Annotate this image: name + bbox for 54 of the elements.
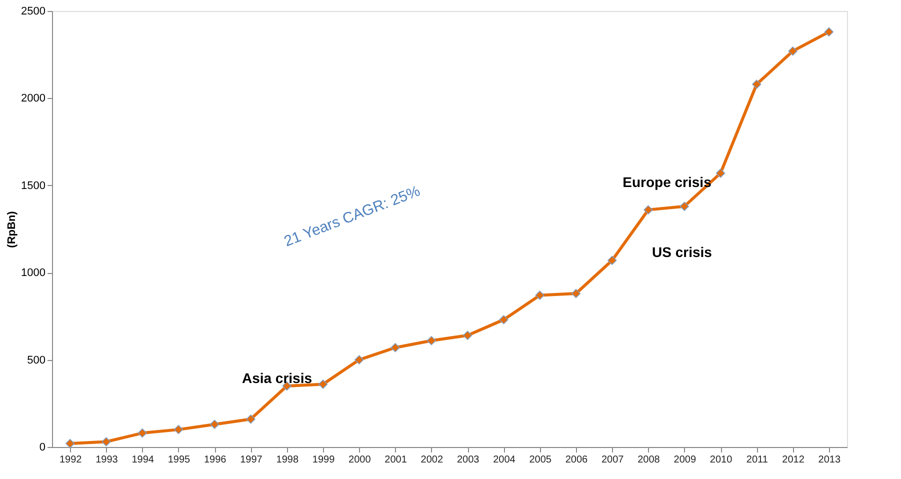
- x-tick-label: 1992: [59, 454, 82, 466]
- point: [102, 437, 111, 446]
- x-tick-label: 2012: [782, 454, 805, 466]
- y-tick-label: 1500: [21, 180, 46, 192]
- x-tick-label: 1993: [96, 454, 118, 466]
- point: [210, 420, 220, 429]
- point: [644, 205, 653, 214]
- point: [608, 256, 617, 265]
- x-tick-label: 2008: [638, 454, 660, 466]
- x-tick-label: 2000: [348, 454, 372, 466]
- x-tick-label: 2004: [493, 454, 516, 466]
- point: [788, 46, 798, 56]
- point: [65, 438, 75, 448]
- x-tick-label: 2005: [529, 454, 552, 466]
- x-tick-label: 2013: [818, 454, 841, 466]
- x-tick-label: 2010: [710, 454, 733, 466]
- x-tick-label: 1994: [132, 454, 154, 466]
- y-tick-label: 2500: [21, 6, 46, 18]
- point: [174, 424, 184, 434]
- point: [246, 414, 256, 424]
- x-tick-label: 2007: [601, 454, 624, 466]
- y-tick-label: 1000: [21, 267, 46, 280]
- x-tick-label: 2001: [384, 454, 408, 466]
- point: [716, 168, 726, 178]
- y-axis-title: (RpBn): [6, 210, 18, 248]
- annotation: Asia crisis: [242, 370, 312, 386]
- point: [426, 336, 436, 346]
- point: [824, 27, 834, 37]
- x-tick-label: 2002: [420, 454, 444, 466]
- annotation: Europe crisis: [622, 174, 712, 190]
- x-tick-label: 1995: [168, 454, 191, 466]
- point: [318, 380, 328, 389]
- annotation: US crisis: [652, 244, 712, 260]
- point: [354, 355, 364, 364]
- x-tick-label: 2003: [456, 454, 480, 466]
- point: [535, 290, 544, 300]
- x-tick-label: 1999: [312, 454, 336, 466]
- point: [752, 80, 762, 89]
- annotation: 21 Years CAGR: 25%: [282, 182, 423, 250]
- x-tick-label: 1996: [204, 454, 227, 466]
- point: [571, 288, 581, 298]
- x-tick-label: 1997: [240, 454, 263, 466]
- point: [138, 428, 147, 438]
- x-tick-label: 2009: [674, 454, 696, 466]
- x-tick-label: 2011: [746, 454, 768, 466]
- point: [390, 343, 400, 352]
- x-tick-label: 1998: [276, 454, 299, 466]
- point: [499, 315, 508, 324]
- point: [680, 202, 689, 211]
- y-tick-label: 500: [27, 354, 46, 366]
- y-tick-label: 0: [39, 442, 46, 454]
- point: [462, 330, 472, 340]
- x-tick-label: 2006: [565, 454, 588, 466]
- y-tick-label: 2000: [21, 92, 46, 105]
